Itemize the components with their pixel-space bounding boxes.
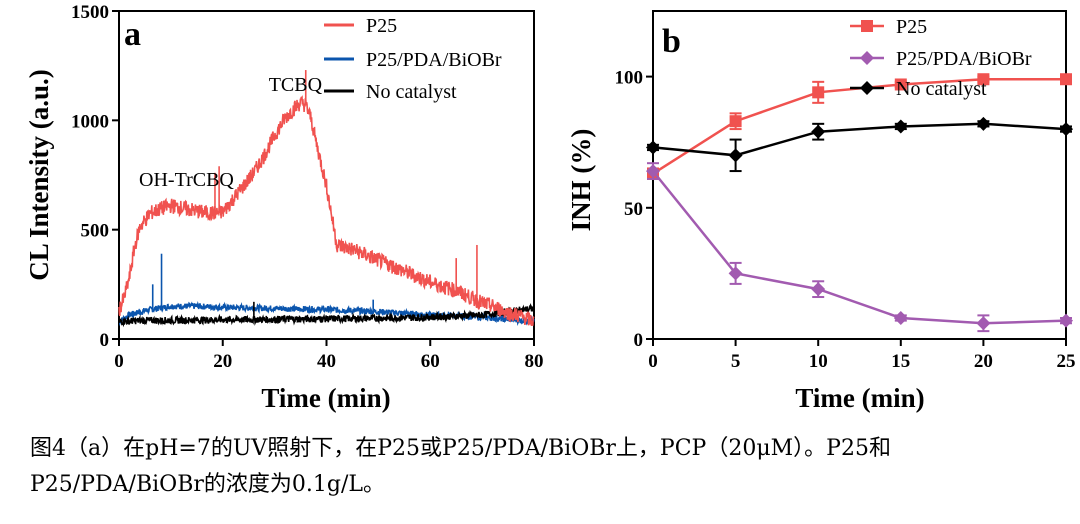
- a-ytick-label-1: 500: [81, 221, 110, 242]
- b-line-nocat: [652, 122, 1067, 157]
- panel-a-ticks: 0 20 40 60 80 0 500 1000 1500: [71, 2, 544, 372]
- panel-b-series: [646, 73, 1073, 333]
- figure-caption: 图4（a）在pH=7的UV照射下，在P25或P25/PDA/BiOBr上，PCP…: [30, 432, 1070, 502]
- b-point-p25-1: [729, 115, 742, 128]
- legend-b-p25pda-marker: [860, 51, 874, 65]
- a-ytick-label-0: 0: [100, 330, 110, 351]
- panel-a-ylabel: CL Intensity (a.u.): [24, 69, 54, 281]
- b-ytick-label-2: 100: [615, 68, 644, 89]
- b-point-nocat-0: [646, 140, 660, 155]
- legend-b-p25-marker: [861, 20, 873, 32]
- b-point-nocat-2: [811, 124, 826, 139]
- panel-b-ylabel: INH (%): [566, 129, 596, 232]
- b-point-p25-5: [1060, 73, 1072, 86]
- panel-b: 0 5 10 15 20 25 0 50 100 b Time (min) INH (%) P2…: [566, 10, 1076, 413]
- panel-a-xlabel: Time (min): [261, 383, 390, 413]
- legend-b-nocat-marker: [860, 81, 874, 95]
- legend-b-p25pda: P25/PDA/BiOBr: [896, 48, 1032, 70]
- caption-line-1: 图4（a）在pH=7的UV照射下，在P25或P25/PDA/BiOBr上，PCP…: [30, 436, 891, 461]
- panel-b-label: b: [662, 23, 681, 60]
- annotation-oh-trcbq: OH-TrCBQ: [139, 169, 234, 191]
- b-xtick-label-0: 0: [648, 351, 658, 372]
- b-xtick-label-4: 20: [974, 351, 993, 372]
- a-xtick-label-3: 60: [421, 351, 440, 372]
- b-point-nocat-4: [976, 116, 991, 131]
- legend-a-p25: P25: [366, 15, 397, 37]
- b-ytick-label-0: 0: [634, 330, 644, 351]
- b-xtick-label-2: 10: [809, 351, 828, 372]
- b-xtick-label-5: 25: [1057, 351, 1076, 372]
- b-line-p25pda: [652, 170, 1067, 325]
- legend-a-nocat: No catalyst: [366, 81, 457, 103]
- a-ytick-label-3: 1500: [71, 2, 109, 23]
- panel-b-legend: P25 P25/PDA/BiOBr No catalyst: [850, 16, 1032, 100]
- b-point-p25pda-4: [976, 316, 991, 331]
- legend-b-p25: P25: [896, 16, 927, 38]
- panel-b-xlabel: Time (min): [795, 383, 924, 413]
- b-line-p25: [652, 77, 1066, 175]
- a-xtick-label-2: 40: [317, 351, 336, 372]
- b-xtick-label-3: 15: [891, 351, 910, 372]
- b-point-p25-3: [894, 78, 907, 91]
- a-series-p25: [118, 95, 535, 327]
- a-xtick-label-1: 20: [213, 351, 232, 372]
- b-point-nocat-1: [728, 148, 743, 163]
- legend-a-p25pda: P25/PDA/BiOBr: [366, 49, 502, 71]
- b-xtick-label-1: 5: [731, 351, 741, 372]
- b-point-p25pda-5: [1059, 313, 1073, 328]
- a-xtick-label-0: 0: [114, 351, 124, 372]
- b-point-p25-4: [977, 73, 990, 86]
- b-point-p25-2: [812, 86, 825, 99]
- panel-a: 0 20 40 60 80 0 500 1000 1500 a Time (min) CL In…: [24, 2, 544, 413]
- panel-b-ticks: 0 5 10 15 20 25 0 50 100: [615, 68, 1076, 372]
- panel-a-legend: P25 P25/PDA/BiOBr No catalyst: [324, 15, 502, 103]
- b-point-nocat-5: [1059, 122, 1073, 137]
- caption-line-2: P25/PDA/BiOBr的浓度为0.1g/L。: [30, 472, 385, 497]
- panel-a-label: a: [124, 16, 141, 53]
- a-ytick-label-2: 1000: [71, 111, 109, 132]
- a-xtick-label-4: 80: [525, 351, 544, 372]
- b-point-p25pda-2: [811, 282, 826, 297]
- b-point-p25pda-3: [893, 311, 908, 326]
- annotation-tcbq: TCBQ: [269, 74, 323, 96]
- a-series-nocat: [118, 302, 535, 328]
- b-point-nocat-3: [893, 119, 908, 134]
- b-ytick-label-1: 50: [624, 199, 643, 220]
- panel-a-series: [118, 70, 535, 328]
- b-point-p25pda-0: [646, 164, 660, 179]
- b-point-p25pda-1: [728, 266, 743, 281]
- legend-b-nocat: No catalyst: [896, 78, 987, 100]
